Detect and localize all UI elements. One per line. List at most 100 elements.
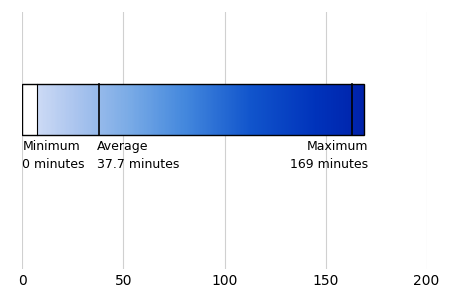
- Bar: [123, 84, 124, 135]
- Bar: [207, 84, 208, 135]
- Bar: [73, 84, 74, 135]
- Bar: [203, 84, 204, 135]
- Bar: [81, 84, 82, 135]
- Bar: [299, 84, 300, 135]
- Bar: [71, 84, 72, 135]
- Bar: [258, 84, 259, 135]
- Bar: [338, 84, 339, 135]
- Bar: [263, 84, 264, 135]
- Bar: [285, 84, 286, 135]
- Bar: [48, 84, 49, 135]
- Bar: [186, 84, 187, 135]
- Bar: [133, 84, 134, 135]
- Bar: [137, 84, 138, 135]
- Bar: [57, 84, 58, 135]
- Bar: [191, 84, 192, 135]
- Bar: [95, 84, 96, 135]
- Bar: [90, 84, 91, 135]
- Bar: [313, 84, 314, 135]
- Bar: [74, 84, 75, 135]
- Bar: [278, 84, 279, 135]
- Bar: [178, 84, 179, 135]
- Bar: [22, 84, 364, 135]
- Bar: [301, 84, 302, 135]
- Bar: [172, 84, 173, 135]
- Bar: [224, 84, 225, 135]
- Bar: [280, 84, 281, 135]
- Bar: [61, 84, 62, 135]
- Bar: [141, 84, 142, 135]
- Bar: [334, 84, 335, 135]
- Bar: [250, 84, 251, 135]
- Bar: [342, 84, 343, 135]
- Bar: [252, 84, 253, 135]
- Bar: [350, 84, 351, 135]
- Bar: [101, 84, 102, 135]
- Bar: [188, 84, 189, 135]
- Bar: [59, 84, 60, 135]
- Bar: [155, 84, 156, 135]
- Bar: [255, 84, 256, 135]
- Bar: [322, 84, 323, 135]
- Bar: [202, 84, 203, 135]
- Bar: [93, 84, 94, 135]
- Bar: [289, 84, 290, 135]
- Bar: [290, 84, 291, 135]
- Bar: [294, 84, 295, 135]
- Bar: [222, 84, 223, 135]
- Bar: [102, 84, 103, 135]
- Bar: [257, 84, 258, 135]
- Bar: [140, 84, 141, 135]
- Bar: [22, 84, 37, 135]
- Bar: [288, 84, 289, 135]
- Bar: [144, 84, 145, 135]
- Bar: [317, 84, 318, 135]
- Bar: [200, 84, 201, 135]
- Bar: [259, 84, 260, 135]
- Bar: [305, 84, 306, 135]
- Bar: [124, 84, 125, 135]
- Bar: [62, 84, 63, 135]
- Bar: [118, 84, 119, 135]
- Bar: [340, 84, 341, 135]
- Bar: [91, 84, 92, 135]
- Bar: [158, 84, 159, 135]
- Bar: [148, 84, 149, 135]
- Bar: [79, 84, 80, 135]
- Bar: [309, 84, 310, 135]
- Bar: [168, 84, 169, 135]
- Bar: [96, 84, 97, 135]
- Bar: [165, 84, 166, 135]
- Bar: [180, 84, 181, 135]
- Bar: [352, 84, 353, 135]
- Bar: [214, 84, 215, 135]
- Bar: [66, 84, 67, 135]
- Bar: [127, 84, 128, 135]
- Bar: [215, 84, 216, 135]
- Bar: [150, 84, 151, 135]
- Bar: [269, 84, 270, 135]
- Bar: [160, 84, 161, 135]
- Bar: [236, 84, 237, 135]
- Bar: [357, 84, 358, 135]
- Bar: [68, 84, 69, 135]
- Bar: [270, 84, 271, 135]
- Bar: [205, 84, 206, 135]
- Bar: [316, 84, 317, 135]
- Bar: [114, 84, 115, 135]
- Bar: [154, 84, 155, 135]
- Bar: [170, 84, 171, 135]
- Bar: [80, 84, 81, 135]
- Bar: [39, 84, 40, 135]
- Bar: [358, 84, 359, 135]
- Bar: [85, 84, 86, 135]
- Bar: [142, 84, 143, 135]
- Bar: [50, 84, 51, 135]
- Bar: [231, 84, 232, 135]
- Bar: [185, 84, 186, 135]
- Bar: [111, 84, 112, 135]
- Bar: [196, 84, 197, 135]
- Bar: [86, 84, 87, 135]
- Bar: [58, 84, 59, 135]
- Bar: [175, 84, 176, 135]
